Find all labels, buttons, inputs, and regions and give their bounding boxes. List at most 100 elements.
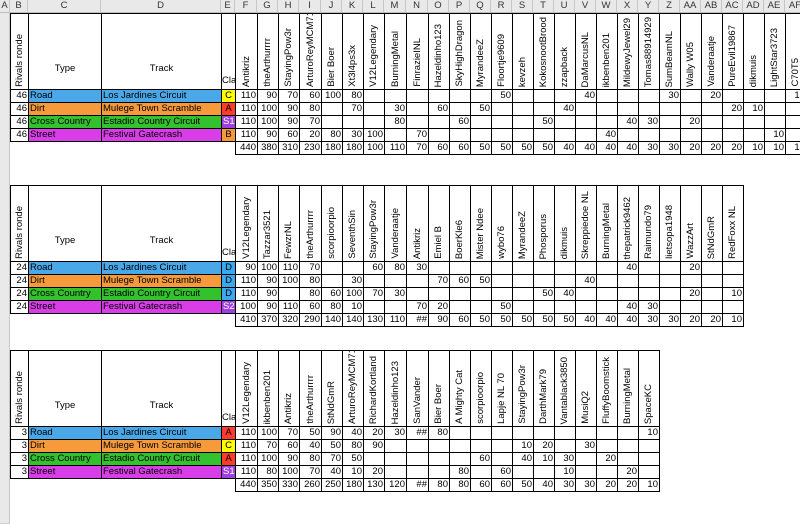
- player-header[interactable]: kevzeh: [512, 13, 534, 90]
- column-header-ac[interactable]: AC: [722, 0, 743, 13]
- column-header-o[interactable]: O: [428, 0, 449, 13]
- score-cell[interactable]: 40: [617, 261, 639, 275]
- score-cell[interactable]: [554, 300, 576, 314]
- score-cell[interactable]: [638, 465, 660, 479]
- player-header[interactable]: RichardKortland: [363, 350, 385, 427]
- score-cell[interactable]: 20: [363, 426, 385, 440]
- score-cell[interactable]: [575, 465, 597, 479]
- score-cell[interactable]: 10: [342, 300, 364, 314]
- player-header[interactable]: MusiQ2: [575, 350, 597, 427]
- score-cell[interactable]: [701, 287, 723, 301]
- score-cell[interactable]: 40: [342, 426, 364, 440]
- score-cell[interactable]: 70: [257, 439, 279, 453]
- total-cell[interactable]: 10: [722, 313, 744, 327]
- score-cell[interactable]: [533, 300, 555, 314]
- score-cell[interactable]: 100: [257, 102, 279, 116]
- player-header[interactable]: BoerKle6: [449, 185, 471, 262]
- player-header[interactable]: StNdGmR: [701, 185, 723, 262]
- score-cell[interactable]: 70: [406, 300, 429, 314]
- score-cell[interactable]: [428, 287, 450, 301]
- score-cell[interactable]: [722, 300, 744, 314]
- column-header-i[interactable]: I: [299, 0, 321, 13]
- score-cell[interactable]: [406, 115, 429, 129]
- score-cell[interactable]: [449, 128, 471, 142]
- type-header[interactable]: Type: [28, 350, 102, 427]
- score-cell[interactable]: [554, 128, 576, 142]
- total-cell[interactable]: 20: [596, 478, 618, 492]
- score-cell[interactable]: [617, 452, 639, 466]
- score-cell[interactable]: 60: [278, 128, 300, 142]
- column-header-z[interactable]: Z: [659, 0, 680, 13]
- track-cell[interactable]: Los Jardines Circuit: [101, 261, 222, 275]
- score-cell[interactable]: 10: [785, 89, 800, 103]
- score-cell[interactable]: 30: [554, 452, 576, 466]
- total-cell[interactable]: 60: [491, 478, 513, 492]
- player-header[interactable]: WazzArt: [680, 185, 702, 262]
- score-cell[interactable]: 90: [257, 128, 279, 142]
- score-cell[interactable]: 60: [321, 287, 343, 301]
- score-cell[interactable]: [363, 452, 385, 466]
- score-cell[interactable]: [659, 287, 681, 301]
- type-cell[interactable]: Road: [28, 261, 102, 275]
- score-cell[interactable]: 20: [722, 102, 744, 116]
- score-cell[interactable]: 100: [363, 128, 385, 142]
- column-header-ae[interactable]: AE: [764, 0, 785, 13]
- score-cell[interactable]: [512, 115, 534, 129]
- total-cell[interactable]: 30: [659, 141, 681, 155]
- score-cell[interactable]: 100: [321, 89, 343, 103]
- score-cell[interactable]: [659, 261, 681, 275]
- score-cell[interactable]: 40: [321, 465, 343, 479]
- score-cell[interactable]: [449, 300, 471, 314]
- score-cell[interactable]: [596, 300, 618, 314]
- total-cell[interactable]: 130: [363, 478, 385, 492]
- player-header[interactable]: Skreppiedoe NL: [575, 185, 597, 262]
- score-cell[interactable]: 40: [617, 300, 639, 314]
- ronde-cell[interactable]: 24: [10, 300, 29, 314]
- score-cell[interactable]: 80: [342, 439, 364, 453]
- column-header-c[interactable]: C: [28, 0, 101, 13]
- score-cell[interactable]: [596, 274, 618, 288]
- score-cell[interactable]: [575, 115, 597, 129]
- column-header-aa[interactable]: AA: [680, 0, 701, 13]
- track-cell[interactable]: Estadio Country Circuit: [101, 287, 222, 301]
- score-cell[interactable]: 60: [470, 452, 492, 466]
- player-header[interactable]: Hazeldinho123: [384, 350, 407, 427]
- score-cell[interactable]: 80: [299, 452, 322, 466]
- score-cell[interactable]: [363, 115, 385, 129]
- player-header[interactable]: StayingPow3r: [512, 350, 534, 427]
- score-cell[interactable]: [659, 300, 681, 314]
- total-cell[interactable]: 30: [638, 141, 660, 155]
- score-cell[interactable]: 30: [342, 274, 364, 288]
- player-header[interactable]: BurningMetal: [384, 13, 407, 90]
- total-cell[interactable]: 30: [659, 313, 681, 327]
- score-cell[interactable]: 30: [384, 426, 407, 440]
- total-cell[interactable]: 110: [384, 141, 407, 155]
- score-cell[interactable]: 80: [384, 115, 407, 129]
- player-header[interactable]: Tomas88914929: [638, 13, 660, 90]
- player-header[interactable]: Vanderaatje: [384, 185, 407, 262]
- score-cell[interactable]: [512, 128, 534, 142]
- class-cell[interactable]: D: [221, 274, 236, 288]
- player-header[interactable]: FluffyBoomstick: [596, 350, 618, 427]
- score-cell[interactable]: [617, 287, 639, 301]
- score-cell[interactable]: [533, 89, 555, 103]
- score-cell[interactable]: 60: [299, 89, 322, 103]
- player-header[interactable]: SanVander: [406, 350, 429, 427]
- score-cell[interactable]: 90: [257, 300, 279, 314]
- column-header-b[interactable]: B: [10, 0, 28, 13]
- score-cell[interactable]: [428, 89, 450, 103]
- player-header[interactable]: V12Legendary: [363, 13, 385, 90]
- score-cell[interactable]: [596, 287, 618, 301]
- column-header-w[interactable]: W: [596, 0, 617, 13]
- score-cell[interactable]: [491, 274, 513, 288]
- score-cell[interactable]: [659, 128, 681, 142]
- class-header[interactable]: Class: [221, 13, 236, 90]
- track-cell[interactable]: Los Jardines Circuit: [101, 426, 222, 440]
- total-cell[interactable]: 90: [428, 313, 450, 327]
- score-cell[interactable]: [428, 115, 450, 129]
- player-header[interactable]: V12Legendary: [235, 185, 258, 262]
- score-cell[interactable]: [638, 261, 660, 275]
- empty-cell[interactable]: [222, 479, 236, 492]
- empty-cell[interactable]: [102, 142, 222, 155]
- score-cell[interactable]: [743, 128, 765, 142]
